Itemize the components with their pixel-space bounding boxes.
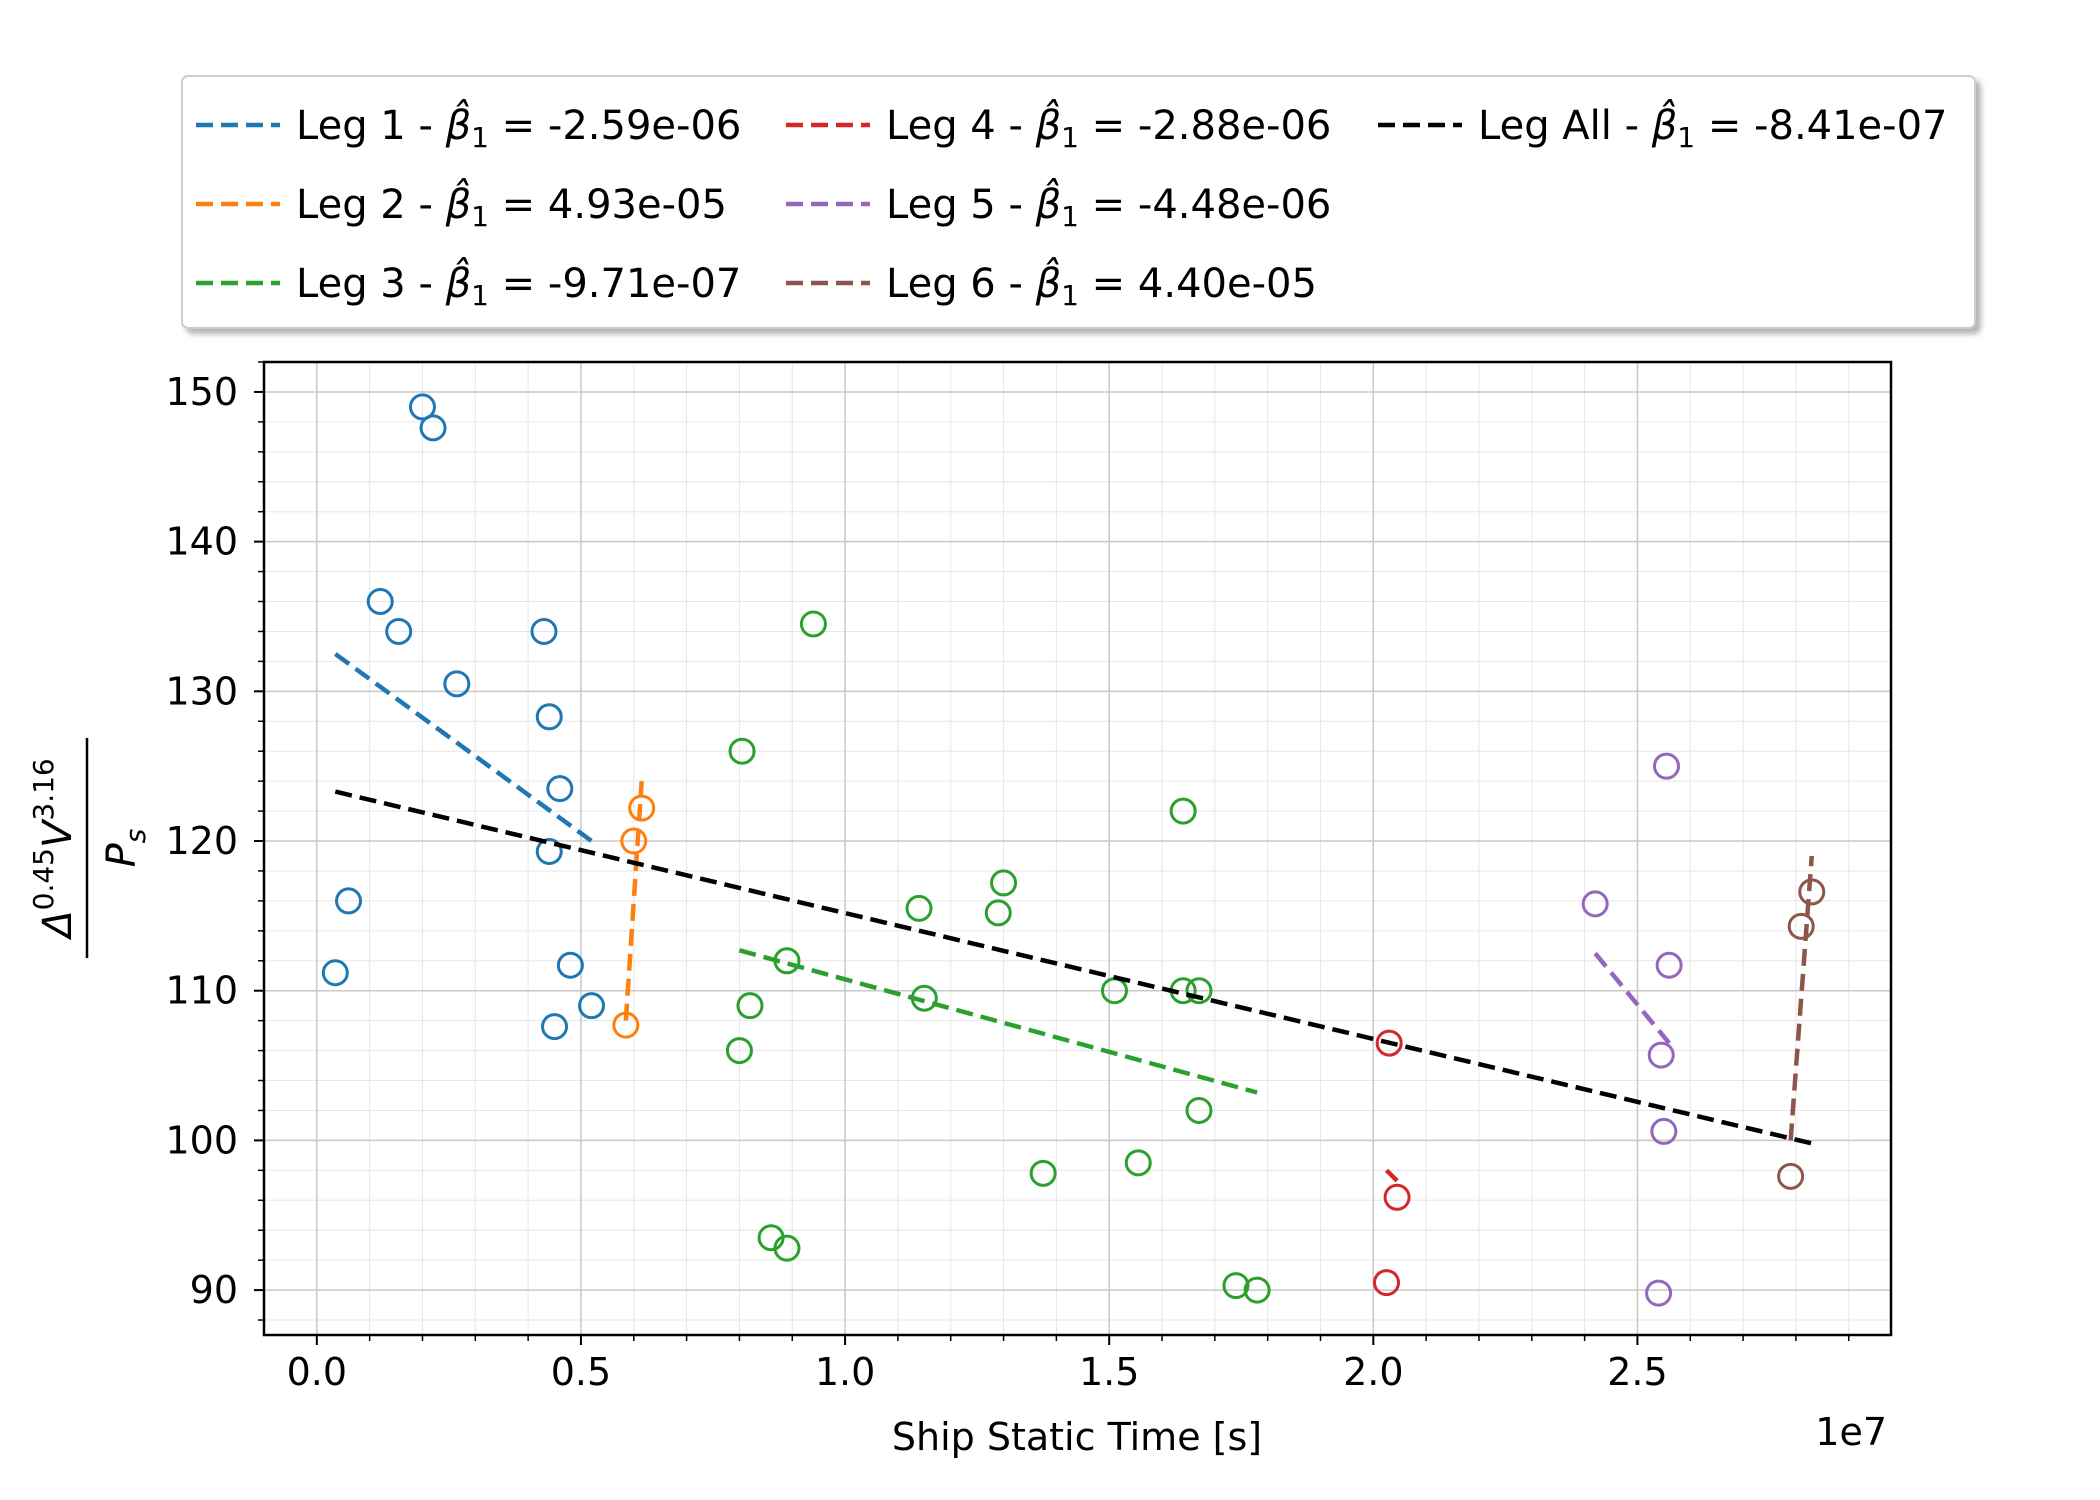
data-point-leg-3 [725, 1037, 753, 1065]
legend-label: Leg All - β̂1 = -8.41e-07 [1478, 99, 1948, 154]
x-axis-offset-label: 1e7 [1815, 1410, 1887, 1454]
legend-item-leg-3: Leg 3 - β̂1 = -9.71e-07 [196, 257, 741, 312]
data-point-leg-3 [1169, 797, 1197, 825]
fit-line-leg-4 [1384, 1168, 1399, 1183]
y-tick-label: 140 [165, 520, 238, 564]
data-point-leg-2 [628, 794, 656, 822]
legend-label: Leg 3 - β̂1 = -9.71e-07 [296, 257, 741, 312]
data-point-leg-1 [419, 414, 447, 442]
data-point-leg-3 [905, 894, 933, 922]
data-point-leg-5 [1652, 752, 1680, 780]
x-axis-label: Ship Static Time [s] [892, 1415, 1262, 1459]
y-axis-label: Δ0.45V3.16 Ps [27, 738, 152, 958]
legend-item-leg-6: Leg 6 - β̂1 = 4.40e-05 [786, 257, 1317, 312]
plot-area: 0.0 0.5 1.0 1.5 2.0 2.5 90 100 110 120 130 140 150 [165, 360, 1893, 1394]
data-point-leg-1 [366, 588, 394, 616]
data-point-leg-3 [910, 984, 938, 1012]
x-tick-label: 2.0 [1343, 1350, 1403, 1394]
series-leg-6 [1777, 855, 1826, 1190]
data-point-leg-6 [1777, 1162, 1805, 1190]
x-tick-label: 1.0 [815, 1350, 875, 1394]
data-point-leg-1 [530, 617, 558, 645]
fit-line-leg-3 [738, 948, 1258, 1095]
data-point-leg-1 [546, 775, 574, 803]
data-point-leg-1 [321, 959, 349, 987]
legend-item-leg-5: Leg 5 - β̂1 = -4.48e-06 [786, 178, 1331, 233]
legend-label: Leg 6 - β̂1 = 4.40e-05 [886, 257, 1317, 312]
data-point-leg-3 [773, 947, 801, 975]
data-point-leg-5 [1647, 1041, 1675, 1069]
data-point-leg-4 [1373, 1269, 1401, 1297]
data-point-leg-3 [728, 737, 756, 765]
legend-item-leg-2: Leg 2 - β̂1 = 4.93e-05 [196, 178, 727, 233]
data-point-leg-2 [620, 827, 648, 855]
y-tick-label: 110 [165, 969, 238, 1013]
data-point-leg-1 [385, 617, 413, 645]
data-point-leg-3 [1185, 977, 1213, 1005]
series-leg-2 [612, 780, 656, 1039]
legend-item-leg-all: Leg All - β̂1 = -8.41e-07 [1378, 99, 1948, 154]
series-layer [321, 393, 1826, 1307]
plot-frame [262, 360, 1893, 1337]
y-tick-label: 100 [165, 1118, 238, 1162]
data-point-leg-1 [335, 887, 363, 915]
y-tick-label: 150 [165, 370, 238, 414]
series-leg-1 [321, 393, 606, 1041]
legend: Leg 1 - β̂1 = -2.59e-06 Leg 2 - β̂1 = 4.9… [181, 75, 1976, 329]
series-leg-5 [1581, 752, 1683, 1307]
fit-line-leg-1 [333, 652, 593, 843]
data-point-leg-3 [990, 869, 1018, 897]
data-point-leg-1 [535, 703, 563, 731]
data-point-leg-1 [556, 951, 584, 979]
data-point-leg-6 [1798, 878, 1826, 906]
data-point-leg-3 [736, 992, 764, 1020]
x-tick-label: 1.5 [1079, 1350, 1139, 1394]
svg-text:Ps: Ps [99, 829, 152, 868]
data-point-leg-1 [535, 837, 563, 865]
x-tick-label: 2.5 [1607, 1350, 1667, 1394]
data-point-leg-1 [408, 393, 436, 421]
legend-label: Leg 2 - β̂1 = 4.93e-05 [296, 178, 727, 233]
y-tick-label: 90 [190, 1268, 238, 1312]
data-point-leg-3 [799, 610, 827, 638]
data-point-leg-4 [1383, 1183, 1411, 1211]
fit-line-leg-all [334, 789, 1813, 1146]
data-point-leg-3 [984, 899, 1012, 927]
legend-label: Leg 5 - β̂1 = -4.48e-06 [886, 178, 1331, 233]
data-point-leg-3 [1222, 1272, 1250, 1300]
plot-background [264, 362, 1891, 1335]
data-point-leg-4 [1375, 1029, 1403, 1057]
data-point-leg-1 [541, 1013, 569, 1041]
data-point-leg-5 [1650, 1117, 1678, 1145]
y-tick-label: 120 [165, 819, 238, 863]
series-leg-3 [725, 610, 1271, 1304]
data-point-leg-3 [773, 1234, 801, 1262]
legend-label: Leg 1 - β̂1 = -2.59e-06 [296, 99, 741, 154]
y-tick-label: 130 [165, 669, 238, 713]
legend-label: Leg 4 - β̂1 = -2.88e-06 [886, 99, 1331, 154]
legend-frame [181, 75, 1976, 329]
svg-text:Δ0.45V3.16: Δ0.45V3.16 [27, 758, 81, 940]
series-leg-4 [1373, 1029, 1411, 1297]
data-point-leg-6 [1787, 912, 1815, 940]
x-axis-ticks: 0.0 0.5 1.0 1.5 2.0 2.5 [287, 1335, 1850, 1394]
data-point-leg-3 [1124, 1149, 1152, 1177]
data-point-leg-3 [1029, 1159, 1057, 1187]
x-tick-label: 0.5 [551, 1350, 611, 1394]
data-point-leg-5 [1645, 1279, 1673, 1307]
legend-item-leg-1: Leg 1 - β̂1 = -2.59e-06 [196, 99, 741, 154]
data-point-leg-5 [1581, 890, 1609, 918]
x-tick-label: 0.0 [287, 1350, 347, 1394]
series-leg-all [334, 789, 1813, 1146]
data-point-leg-2 [612, 1011, 640, 1039]
data-point-leg-5 [1655, 951, 1683, 979]
data-point-leg-3 [1243, 1276, 1271, 1304]
fit-line-leg-5 [1593, 951, 1671, 1045]
data-point-leg-1 [578, 992, 606, 1020]
data-point-leg-1 [443, 670, 471, 698]
data-point-leg-3 [1185, 1096, 1213, 1124]
y-axis-ticks: 90 100 110 120 130 140 150 [165, 361, 264, 1321]
legend-item-leg-4: Leg 4 - β̂1 = -2.88e-06 [786, 99, 1331, 154]
